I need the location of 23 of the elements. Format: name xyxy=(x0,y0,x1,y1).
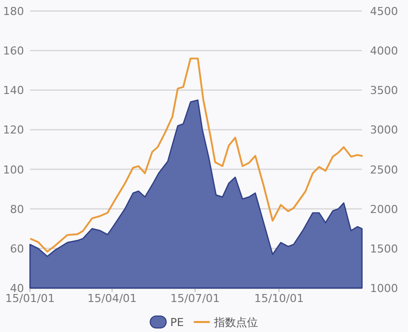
y2-tick-label: 1000 xyxy=(370,282,398,295)
legend-label: 指数点位 xyxy=(212,316,258,329)
y2-tick-label: 4000 xyxy=(370,44,398,58)
x-tick-label: 15/01/01 xyxy=(5,292,55,305)
line-series xyxy=(30,58,363,252)
y-tick-label: 80 xyxy=(10,202,24,216)
x-tick-label: 15/10/01 xyxy=(254,292,304,305)
y2-tick-label: 2000 xyxy=(370,202,398,216)
y2-tick-label: 3000 xyxy=(370,124,398,137)
legend-label: PE xyxy=(170,316,184,329)
y-tick-label: 100 xyxy=(3,163,24,176)
y2-tick-label: 4500 xyxy=(370,5,398,18)
y-tick-label: 160 xyxy=(3,44,24,58)
y-tick-label: 140 xyxy=(3,84,24,98)
y-tick-label: 120 xyxy=(3,124,24,137)
y2-tick-label: 1500 xyxy=(370,242,398,256)
y-tick-label: 40 xyxy=(10,282,24,295)
x-tick-label: 15/04/01 xyxy=(87,292,137,305)
y2-tick-label: 3500 xyxy=(370,84,398,98)
x-tick-label: 15/07/01 xyxy=(170,292,220,305)
y2-tick-label: 2500 xyxy=(370,163,398,176)
y-tick-label: 180 xyxy=(3,5,24,18)
y-tick-label: 60 xyxy=(10,242,24,256)
